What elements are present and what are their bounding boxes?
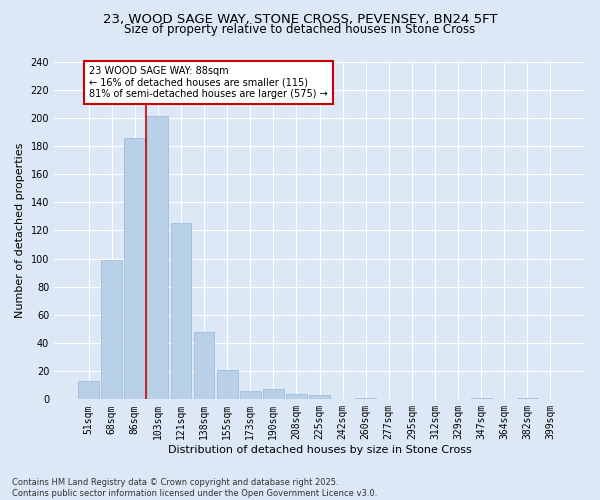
Bar: [355, 398, 376, 400]
Text: Contains HM Land Registry data © Crown copyright and database right 2025.
Contai: Contains HM Land Registry data © Crown c…: [12, 478, 377, 498]
Bar: [194, 332, 214, 400]
Bar: [263, 390, 284, 400]
Text: 23 WOOD SAGE WAY: 88sqm
← 16% of detached houses are smaller (115)
81% of semi-d: 23 WOOD SAGE WAY: 88sqm ← 16% of detache…: [89, 66, 328, 99]
Bar: [148, 116, 168, 400]
X-axis label: Distribution of detached houses by size in Stone Cross: Distribution of detached houses by size …: [167, 445, 472, 455]
Bar: [286, 394, 307, 400]
Bar: [309, 395, 330, 400]
Text: 23, WOOD SAGE WAY, STONE CROSS, PEVENSEY, BN24 5FT: 23, WOOD SAGE WAY, STONE CROSS, PEVENSEY…: [103, 12, 497, 26]
Bar: [217, 370, 238, 400]
Bar: [101, 260, 122, 400]
Bar: [517, 398, 538, 400]
Bar: [170, 224, 191, 400]
Y-axis label: Number of detached properties: Number of detached properties: [15, 142, 25, 318]
Text: Size of property relative to detached houses in Stone Cross: Size of property relative to detached ho…: [124, 22, 476, 36]
Bar: [240, 391, 260, 400]
Bar: [124, 138, 145, 400]
Bar: [78, 381, 99, 400]
Bar: [471, 398, 491, 400]
